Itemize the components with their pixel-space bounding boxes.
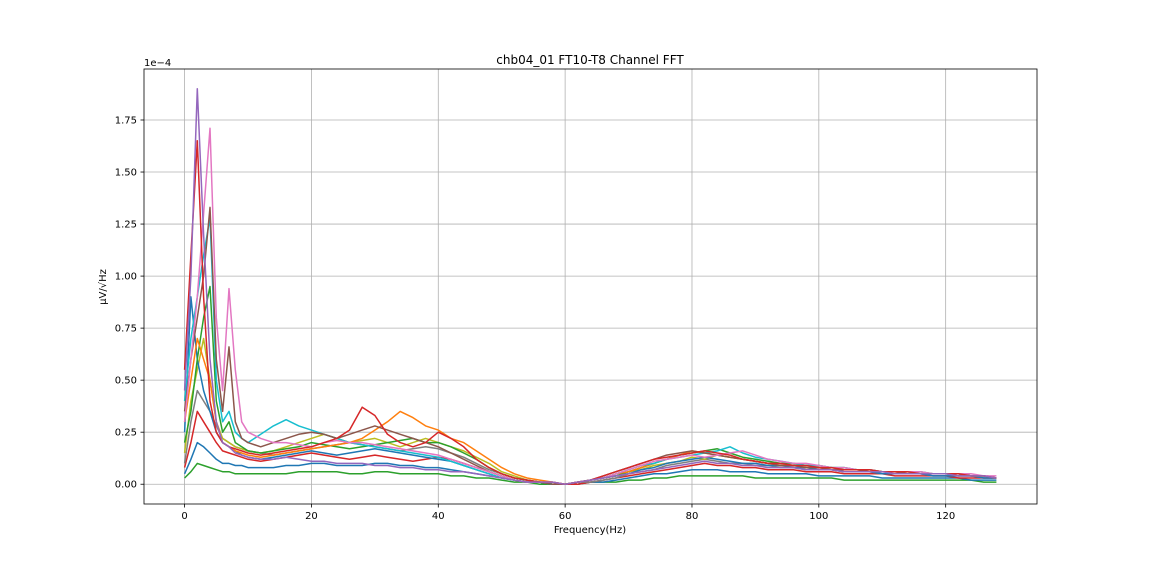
fft-series-line xyxy=(183,88,997,485)
y-axis-ticks: 0.00 0.25 0.50 0.75 1.00 1.25 1.50 1.75 xyxy=(115,115,144,491)
x-tick-label: 0 xyxy=(181,511,187,522)
chart-title: chb04_01 FT10-T8 Channel FFT xyxy=(496,53,684,67)
axes-frame xyxy=(143,68,1038,505)
y-tick-label: 1.25 xyxy=(115,220,137,231)
y-tick-label: 1.75 xyxy=(115,115,137,126)
x-tick-label: 40 xyxy=(432,511,445,522)
x-axis-ticks: 0 20 40 60 80 100 120 xyxy=(181,504,955,522)
y-tick-label: 0.50 xyxy=(115,376,137,387)
series-lines xyxy=(183,88,997,485)
y-tick-label: 0.25 xyxy=(115,428,137,439)
y-tick-label: 1.00 xyxy=(115,272,137,283)
y-axis-offset-text: 1e−4 xyxy=(144,58,171,69)
y-tick-label: 1.50 xyxy=(115,168,137,179)
y-tick-label: 0.00 xyxy=(115,480,137,491)
x-tick-label: 20 xyxy=(305,511,318,522)
grid-lines xyxy=(144,69,1037,504)
y-tick-label: 0.75 xyxy=(115,324,137,335)
x-tick-label: 80 xyxy=(686,511,699,522)
x-axis-label: Frequency(Hz) xyxy=(554,525,626,536)
x-tick-label: 120 xyxy=(936,511,955,522)
x-tick-label: 100 xyxy=(809,511,828,522)
y-axis-label: µV/√Hz xyxy=(98,269,109,305)
x-tick-label: 60 xyxy=(559,511,572,522)
